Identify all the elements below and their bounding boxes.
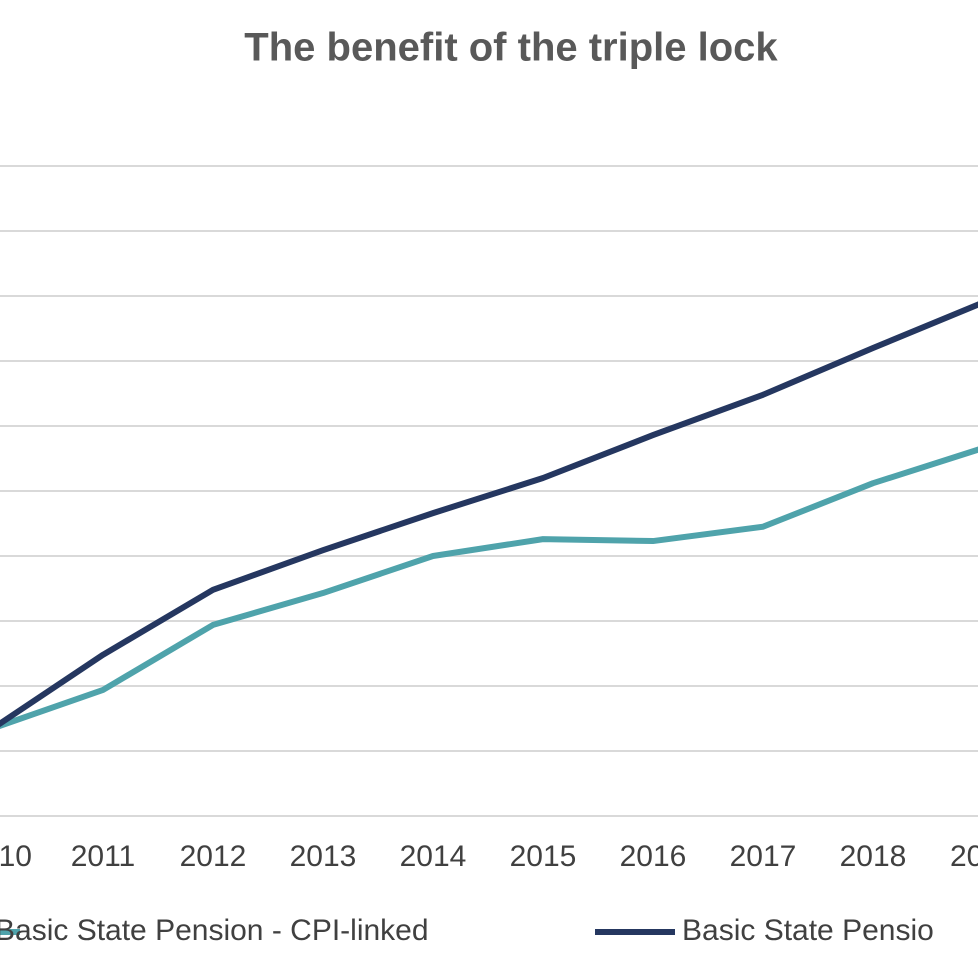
x-tick-label: 2018 — [840, 840, 907, 873]
x-tick-label: 2015 — [510, 840, 577, 873]
x-tick-label: 2011 — [71, 840, 136, 873]
x-tick-label: 2017 — [730, 840, 797, 873]
series-line — [0, 446, 978, 729]
x-tick-label: 20 — [950, 840, 978, 873]
x-tick-label: 2014 — [400, 840, 467, 873]
x-tick-label: 2013 — [290, 840, 357, 873]
x-tick-label: 2012 — [180, 840, 247, 873]
series-line — [0, 301, 978, 728]
x-tick-label: 2016 — [620, 840, 687, 873]
legend-label: Basic State Pension - CPI-linked — [0, 914, 429, 947]
chart-title: The benefit of the triple lock — [244, 26, 778, 70]
x-tick-label: 10 — [0, 840, 32, 873]
legend-label: Basic State Pensio — [682, 914, 934, 947]
